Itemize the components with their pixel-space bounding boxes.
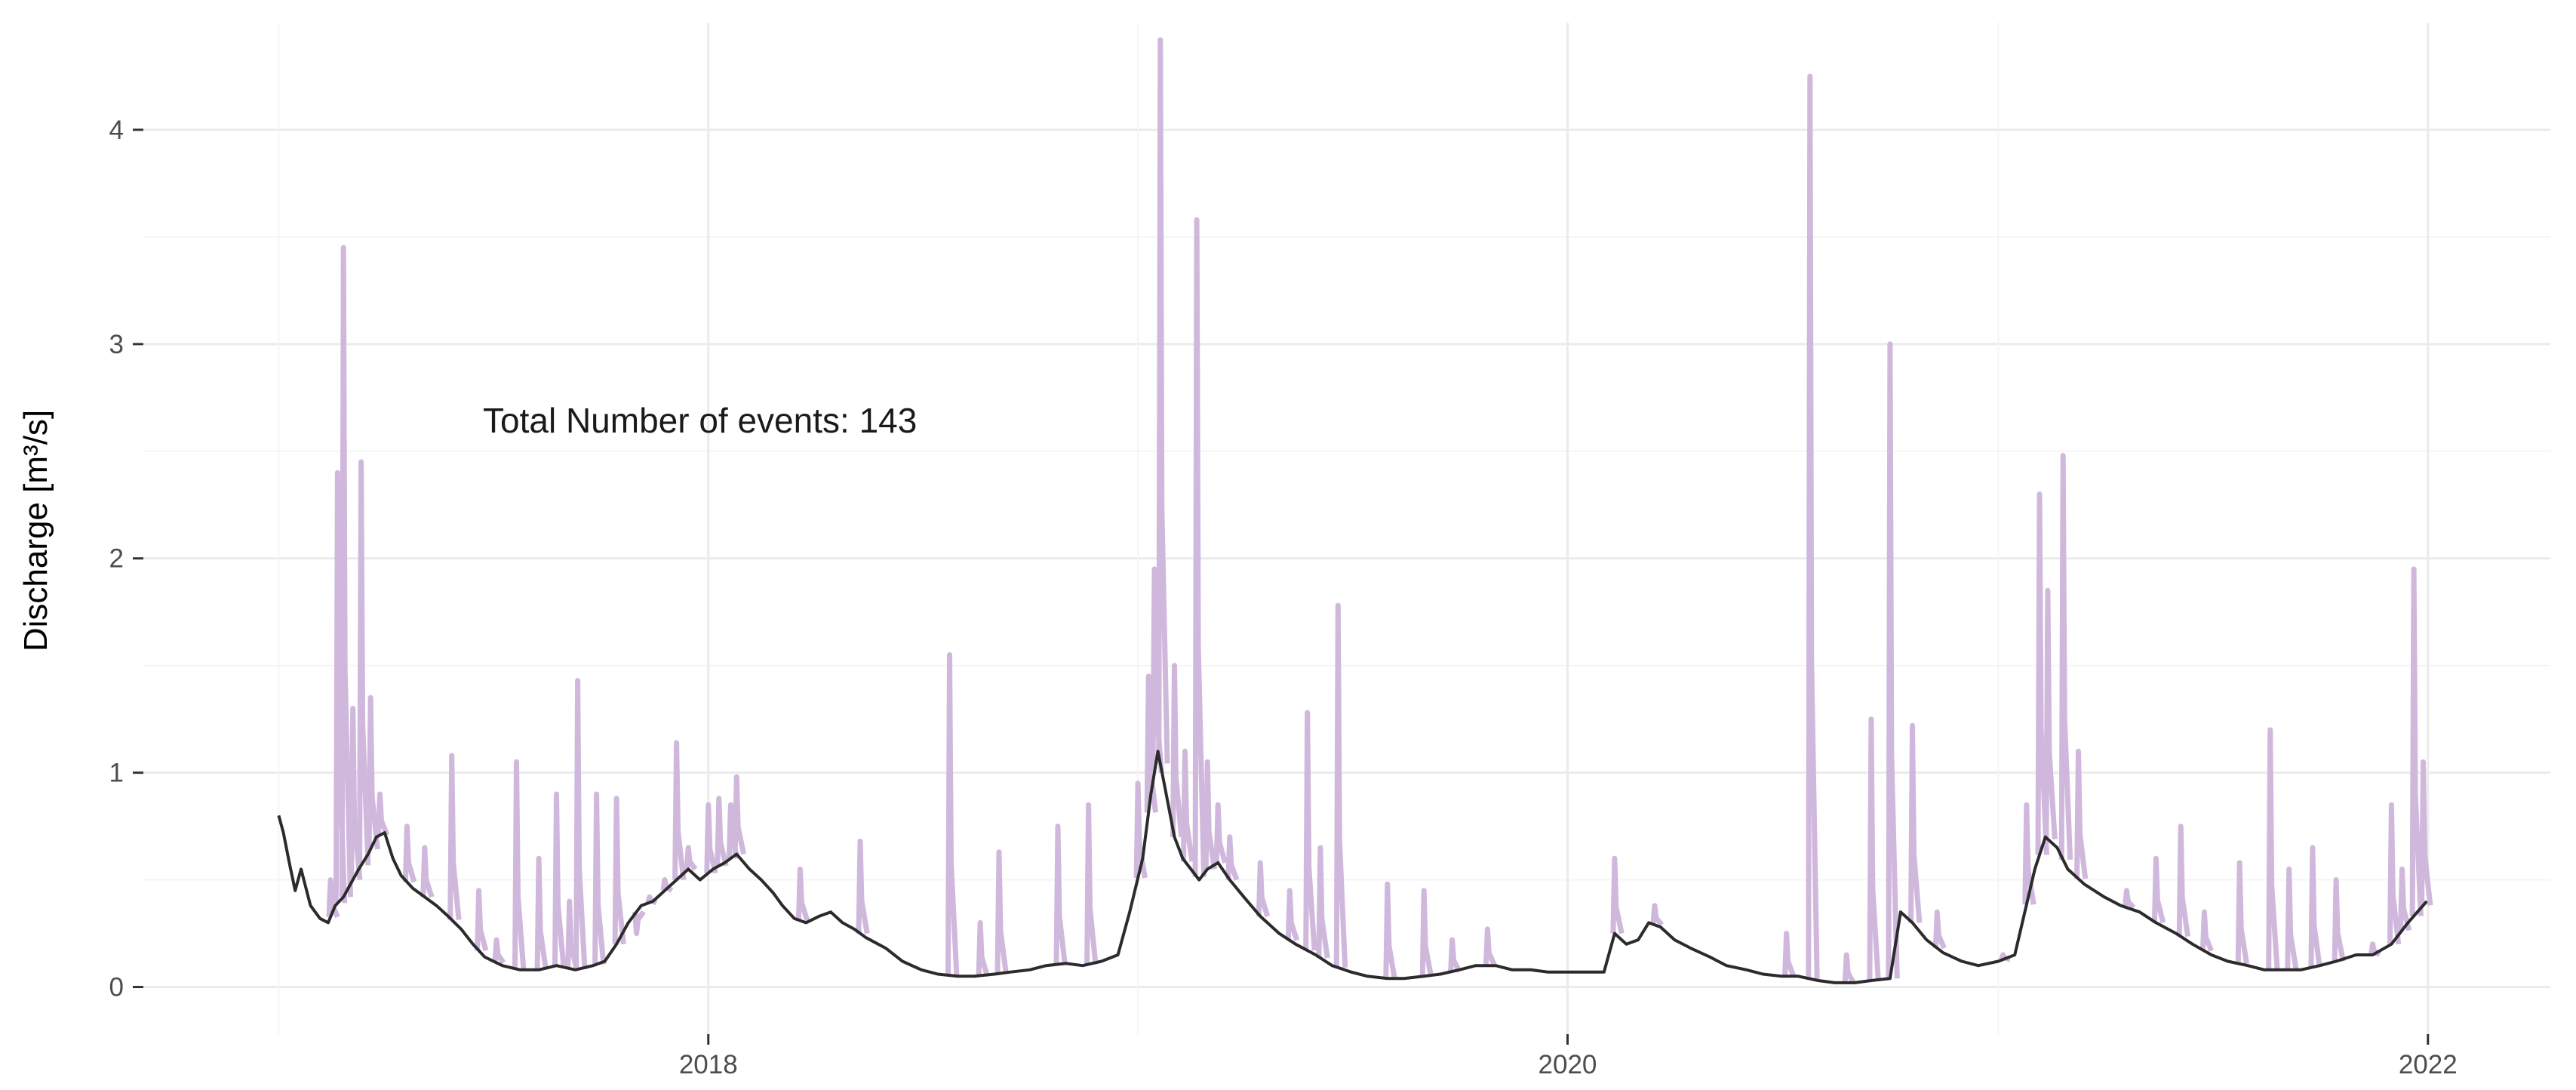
event-spike: [2199, 909, 2214, 952]
event-spike: [1053, 824, 1068, 965]
event-spike: [732, 774, 747, 855]
event-spike: [447, 753, 462, 920]
event-spike: [1842, 952, 1856, 984]
event-spike: [976, 919, 990, 977]
event-spike: [1908, 722, 1923, 923]
event-spike: [1156, 37, 1170, 764]
events-annotation: Total Number of events: 143: [483, 401, 917, 440]
x-tick-label: 2020: [1539, 1050, 1597, 1079]
y-tick-label: 1: [109, 759, 124, 788]
y-axis-title: Discharge [m³/s]: [17, 410, 54, 651]
event-spike: [2058, 453, 2073, 860]
event-spike: [512, 759, 527, 969]
x-axis-ticks: 2018 2020 2022: [679, 1034, 2458, 1079]
event-spike: [592, 791, 607, 965]
event-spike: [672, 740, 687, 881]
grid-lines: [143, 23, 2550, 1034]
event-spike: [552, 791, 567, 966]
event-spike: [492, 937, 506, 965]
event-spike: [1203, 759, 1217, 870]
event-spike: [612, 796, 626, 945]
event-spike: [684, 845, 698, 871]
event-spike: [1610, 855, 1625, 935]
event-spike: [715, 796, 729, 867]
event-spike: [704, 802, 718, 874]
event-spike: [1192, 217, 1207, 877]
event-spike: [2419, 759, 2433, 906]
event-spike: [1782, 931, 1797, 978]
event-spike: [1383, 881, 1397, 979]
event-spike: [1932, 909, 1947, 950]
y-tick-label: 2: [109, 544, 124, 574]
event-spike: [1256, 860, 1271, 917]
event-spike: [1448, 937, 1462, 973]
event-spike: [2035, 491, 2049, 855]
event-spike: [1419, 888, 1434, 977]
y-axis-ticks: 0 1 2 3 4: [109, 115, 143, 1002]
y-tick-label: 3: [109, 330, 124, 359]
event-spike: [339, 245, 353, 898]
event-spike: [2308, 845, 2322, 968]
event-spike: [420, 845, 435, 898]
event-spike: [1285, 888, 1300, 941]
event-spike: [2398, 866, 2412, 931]
event-spike: [402, 824, 417, 883]
event-spike: [2285, 866, 2299, 971]
event-spike: [945, 652, 960, 976]
event-spike: [1483, 926, 1498, 967]
x-tick-label: 2022: [2399, 1050, 2458, 1079]
event-spike: [1225, 834, 1240, 881]
baseflow-line: [277, 750, 2428, 984]
plot-panel: [143, 23, 2550, 1034]
y-tick-label: 0: [109, 973, 124, 1002]
event-spike: [1213, 802, 1228, 864]
event-spike: [2074, 748, 2089, 879]
event-spike: [1333, 602, 1348, 968]
event-spike: [1181, 748, 1195, 862]
event-spike: [2043, 587, 2058, 839]
event-series: [326, 37, 2433, 984]
event-spike: [2235, 860, 2249, 965]
event-spike: [2409, 566, 2424, 916]
event-spike: [994, 849, 1009, 975]
event-spike: [1650, 903, 1664, 927]
event-spike: [2122, 888, 2136, 910]
event-spike: [1303, 710, 1317, 951]
event-spike: [2332, 877, 2346, 962]
event-spike: [1886, 341, 1900, 979]
y-tick-label: 4: [109, 115, 124, 145]
event-spike: [573, 678, 588, 970]
event-spike: [632, 910, 646, 937]
event-spike: [856, 839, 870, 935]
event-spike: [1867, 716, 1881, 981]
event-spike: [795, 866, 810, 922]
event-spike: [534, 855, 549, 971]
event-spike: [2266, 727, 2280, 971]
event-spike: [357, 459, 371, 866]
x-tick-label: 2018: [679, 1050, 738, 1079]
event-spike: [2151, 855, 2166, 924]
event-spike: [475, 888, 489, 952]
event-spike: [2176, 824, 2191, 938]
event-spike: [376, 791, 390, 836]
event-spike: [1170, 663, 1185, 838]
event-spike: [2387, 802, 2402, 945]
event-spike: [1316, 845, 1330, 959]
event-spike: [366, 694, 380, 850]
event-spike: [1806, 73, 1820, 979]
event-spike: [1084, 802, 1099, 965]
